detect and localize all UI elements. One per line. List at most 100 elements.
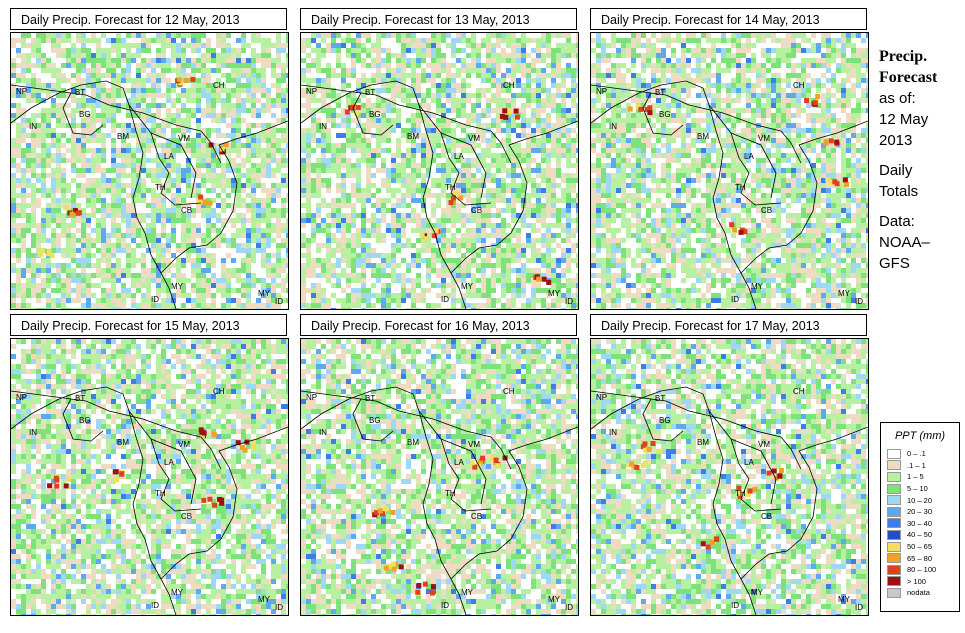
precip-map: NP BT BG IN BM CH VM LA TH CB MY ID MY ID	[590, 32, 869, 310]
country-label: MY	[461, 588, 474, 597]
country-label: CH	[793, 81, 805, 90]
border-line	[780, 436, 802, 470]
precip-map: NP BT BG IN BM CH VM LA TH CB MY ID MY ID	[10, 338, 289, 616]
country-label: TH	[445, 489, 456, 498]
legend-item: 20 – 30	[887, 506, 959, 518]
country-label: CB	[471, 206, 482, 215]
country-label: MY	[258, 595, 271, 604]
legend-title: PPT (mm)	[894, 430, 946, 442]
border-line	[200, 436, 222, 470]
legend-item: 80 – 100	[887, 564, 959, 576]
panel-title: Daily Precip. Forecast for 16 May, 2013	[300, 314, 577, 336]
country-label: IN	[609, 122, 617, 131]
forecast-panel-4: Daily Precip. Forecast for 15 May, 2013 …	[10, 314, 289, 616]
country-label: MY	[548, 595, 561, 604]
forecast-panel-1: Daily Precip. Forecast for 12 May, 2013 …	[10, 8, 289, 310]
country-label: MY	[838, 595, 851, 604]
legend-item: 65 – 80	[887, 552, 959, 564]
country-label: ID	[441, 295, 449, 304]
border-line	[160, 172, 202, 206]
legend-swatch	[887, 495, 901, 506]
legend-item: .1 – 1	[887, 460, 959, 472]
legend-item: 30 – 40	[887, 518, 959, 530]
border-line	[150, 132, 197, 199]
border-line	[642, 92, 684, 136]
precip-map-svg: NP BT BG IN BM CH VM LA TH CB MY ID MY ID	[301, 339, 578, 615]
country-label: IN	[319, 428, 327, 437]
country-label: BM	[697, 132, 709, 141]
border-line	[740, 478, 782, 512]
country-label: LA	[164, 458, 174, 467]
data-line3: GFS	[879, 255, 910, 272]
border-line	[740, 172, 782, 206]
country-label: CB	[181, 512, 192, 521]
country-label: IN	[29, 428, 37, 437]
precip-map: NP BT BG IN BM CH VM LA TH CB MY ID MY ID	[300, 32, 579, 310]
precip-map-svg: NP BT BG IN BM CH VM LA TH CB MY ID MY ID	[11, 33, 288, 309]
country-label: LA	[744, 458, 754, 467]
border-line	[591, 390, 690, 412]
precip-field	[301, 339, 578, 615]
country-label: IN	[319, 122, 327, 131]
country-label: BM	[407, 132, 419, 141]
border-line	[730, 438, 777, 505]
country-label: MY	[171, 588, 184, 597]
country-label: CH	[793, 387, 805, 396]
border-line	[688, 410, 782, 438]
country-label: LA	[454, 152, 464, 161]
border-line	[11, 386, 177, 615]
precip-field	[591, 339, 868, 615]
legend-item: 40 – 50	[887, 529, 959, 541]
border-line	[398, 104, 492, 132]
ppt-legend: PPT (mm) 0 – .1.1 – 1 1 – 5 5 – 10 10 – 20 2…	[880, 422, 960, 612]
legend-label: 80 – 100	[907, 565, 937, 575]
border-line	[62, 92, 104, 136]
border-line	[440, 132, 487, 199]
country-label: NP	[16, 87, 27, 96]
daily-line1: Daily	[879, 162, 913, 179]
legend-label: 65 – 80	[907, 553, 933, 563]
country-label: BT	[655, 394, 665, 403]
precip-map: NP BT BG IN BM CH VM LA TH CB MY ID MY ID	[590, 338, 869, 616]
side-title-line2: Forecast	[879, 69, 938, 86]
legend-label: .1 – 1	[907, 460, 926, 470]
border-line	[708, 410, 750, 480]
country-label: MY	[838, 289, 851, 298]
country-label: ID	[151, 295, 159, 304]
side-title-line1: Precip.	[879, 48, 928, 65]
country-label: NP	[306, 87, 317, 96]
border-line	[160, 478, 202, 512]
legend-swatch	[887, 564, 901, 575]
country-label: BG	[369, 416, 381, 425]
country-label: VM	[178, 440, 190, 449]
border-line	[740, 120, 868, 274]
forecast-panel-6: Daily Precip. Forecast for 17 May, 2013 …	[590, 314, 869, 616]
legend-swatch	[887, 471, 901, 482]
country-label: ID	[565, 603, 573, 612]
border-line	[301, 390, 400, 412]
legend-swatch	[887, 576, 901, 587]
country-label: MY	[171, 282, 184, 291]
forecast-panel-3: Daily Precip. Forecast for 14 May, 2013 …	[590, 8, 869, 310]
country-label: BG	[79, 110, 91, 119]
country-label: ID	[275, 297, 283, 306]
country-label: LA	[744, 152, 754, 161]
country-label: LA	[164, 152, 174, 161]
country-label: CH	[213, 387, 225, 396]
country-label: MY	[548, 289, 561, 298]
border-line	[352, 92, 394, 136]
country-label: MY	[258, 289, 271, 298]
border-line	[418, 104, 460, 174]
border-line	[450, 478, 492, 512]
country-label: IN	[29, 122, 37, 131]
country-label: ID	[441, 601, 449, 610]
legend-rows: 0 – .1.1 – 1 1 – 5 5 – 10 10 – 20 20 – 30 30 …	[881, 448, 959, 599]
border-line	[62, 398, 104, 442]
border-line	[450, 426, 578, 580]
country-label: ID	[275, 603, 283, 612]
border-line	[490, 130, 512, 164]
country-label: TH	[735, 183, 746, 192]
border-line	[591, 386, 757, 615]
precip-map: NP BT BG IN BM CH VM LA TH CB MY ID MY ID	[10, 32, 289, 310]
country-label: BM	[117, 438, 129, 447]
